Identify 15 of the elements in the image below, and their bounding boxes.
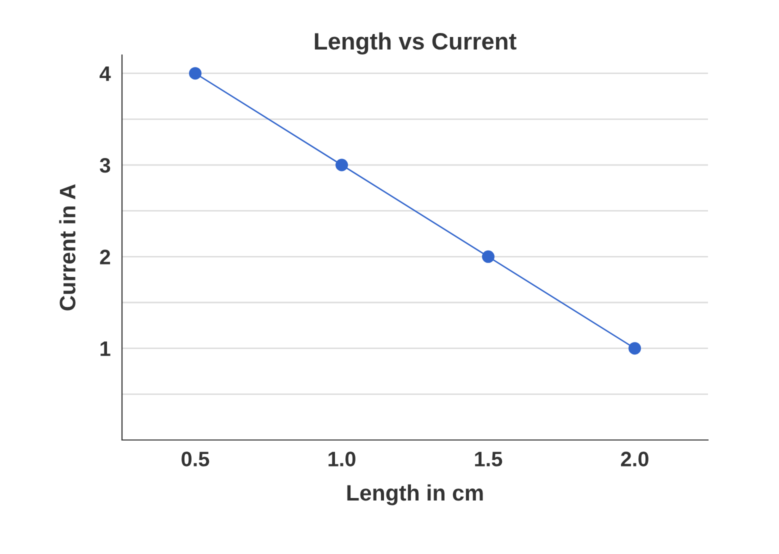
x-tick-label: 1.0 [328,452,356,466]
y-tick-label: 2 [100,250,110,264]
x-axis-title: Length in cm [347,484,483,506]
point [336,158,348,172]
y-tick-label: 1 [100,342,110,356]
x-tick-label: 0.5 [182,452,210,466]
point [482,250,494,263]
point [628,342,641,355]
y-tick-label: 3 [100,158,110,173]
x-tick-label: 2.0 [620,452,648,466]
y-tick-label: 4 [100,66,111,81]
y-axis-title: Current in A [59,184,76,310]
point [189,67,202,80]
x-tick-label: 1.5 [475,452,502,466]
chart-title: Length vs Current [314,32,516,54]
